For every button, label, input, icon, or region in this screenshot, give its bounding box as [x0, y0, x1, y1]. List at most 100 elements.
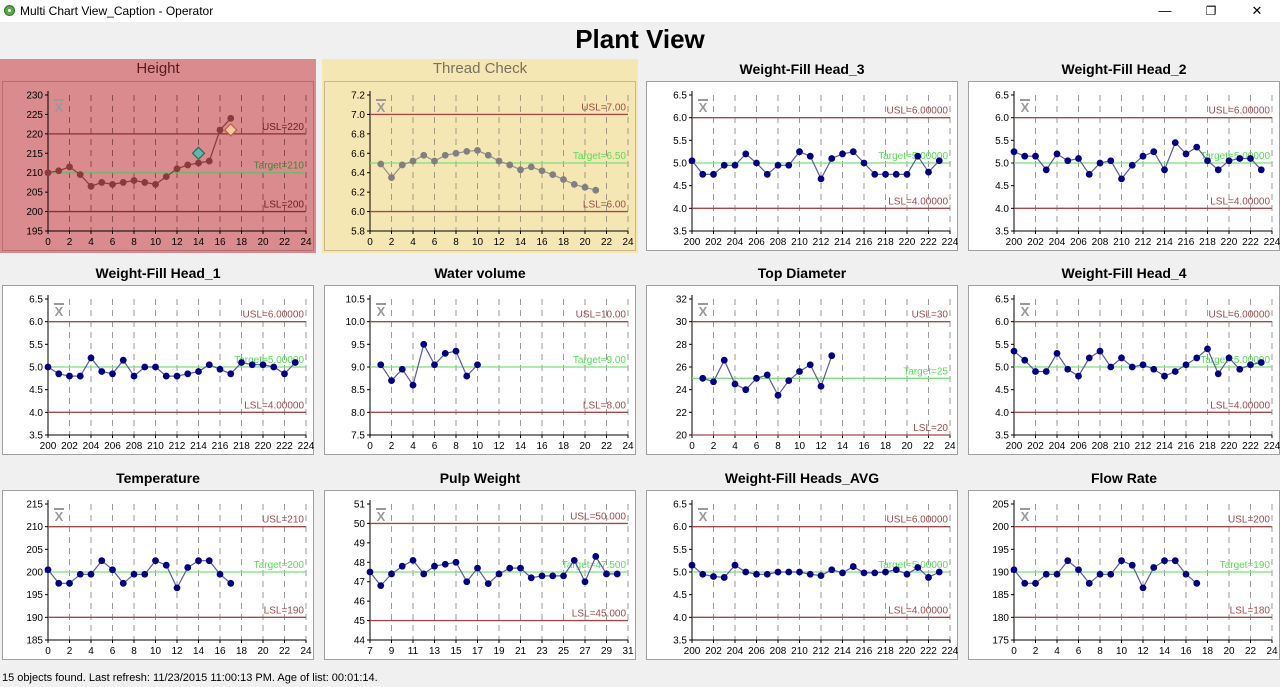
data-point[interactable] — [1075, 155, 1082, 162]
data-point[interactable] — [1193, 354, 1201, 362]
data-point[interactable] — [549, 572, 557, 580]
data-point[interactable] — [1128, 161, 1136, 169]
data-point[interactable] — [162, 372, 170, 380]
data-point[interactable] — [1139, 152, 1147, 160]
data-point[interactable] — [849, 563, 857, 570]
data-point[interactable] — [76, 372, 84, 380]
data-point[interactable] — [1021, 356, 1029, 364]
data-point[interactable] — [216, 126, 224, 134]
data-point[interactable] — [484, 151, 492, 159]
data-point[interactable] — [892, 170, 900, 178]
data-point[interactable] — [903, 570, 911, 578]
data-point[interactable] — [98, 179, 106, 186]
data-point[interactable] — [517, 564, 524, 572]
data-point[interactable] — [506, 161, 514, 169]
data-point[interactable] — [1032, 368, 1039, 375]
data-point[interactable] — [463, 372, 471, 380]
chart-panel-pulp-weight[interactable]: Pulp Weight 44 45 46 47 48 49 50 51 7 9 11 13 15 17 19 2… — [322, 468, 638, 662]
data-point[interactable] — [119, 356, 127, 364]
data-point[interactable] — [1096, 159, 1104, 167]
data-point[interactable] — [549, 171, 557, 179]
data-point[interactable] — [195, 557, 202, 565]
data-point[interactable] — [1053, 350, 1061, 357]
data-point[interactable] — [731, 161, 739, 169]
data-point[interactable] — [1064, 365, 1072, 373]
data-point[interactable] — [87, 182, 95, 190]
data-point[interactable] — [431, 361, 438, 369]
data-point[interactable] — [742, 386, 750, 394]
data-point[interactable] — [860, 569, 868, 577]
data-point[interactable] — [742, 150, 750, 158]
data-point[interactable] — [506, 564, 514, 572]
data-point[interactable] — [742, 568, 750, 576]
data-point[interactable] — [1247, 361, 1254, 369]
data-point[interactable] — [806, 152, 814, 160]
data-point[interactable] — [796, 148, 803, 156]
data-point[interactable] — [463, 578, 471, 586]
data-point[interactable] — [388, 174, 395, 181]
data-point[interactable] — [1032, 579, 1039, 587]
data-point[interactable] — [871, 170, 879, 178]
data-point[interactable] — [152, 557, 159, 565]
data-point[interactable] — [1182, 570, 1190, 578]
data-point[interactable] — [914, 152, 922, 160]
data-point[interactable] — [98, 368, 106, 375]
data-point[interactable] — [839, 569, 846, 577]
data-point[interactable] — [152, 180, 159, 188]
data-point[interactable] — [849, 148, 857, 156]
data-point[interactable] — [935, 157, 943, 165]
data-point[interactable] — [205, 557, 213, 565]
data-point[interactable] — [581, 183, 589, 191]
data-point[interactable] — [731, 561, 739, 569]
data-point[interactable] — [398, 562, 406, 570]
data-point[interactable] — [1171, 139, 1179, 146]
data-point[interactable] — [1042, 368, 1050, 375]
data-point[interactable] — [1064, 557, 1072, 565]
data-point[interactable] — [517, 166, 524, 174]
data-point[interactable] — [570, 556, 578, 564]
data-point[interactable] — [806, 361, 814, 369]
data-point[interactable] — [1204, 157, 1211, 165]
chart-panel-weight-fill-head-2[interactable]: Weight-Fill Head_2 3.5 4.0 4.5 5.0 5.5 6.0 6.5 2… — [966, 59, 1280, 253]
data-point[interactable] — [227, 579, 235, 587]
chart-panel-flow-rate[interactable]: Flow Rate 175 180 185 190 195 200 205 0 2 4 6 8 10 12 1… — [966, 468, 1280, 662]
data-point[interactable] — [1182, 361, 1190, 369]
data-point[interactable] — [1128, 561, 1136, 569]
data-point[interactable] — [484, 580, 492, 588]
data-point[interactable] — [495, 570, 503, 578]
data-point[interactable] — [195, 368, 202, 375]
data-point[interactable] — [205, 361, 213, 369]
data-point[interactable] — [141, 179, 149, 186]
data-point[interactable] — [184, 161, 192, 169]
data-point[interactable] — [688, 157, 696, 165]
data-point[interactable] — [1225, 157, 1233, 165]
data-point[interactable] — [259, 361, 267, 369]
data-point[interactable] — [1085, 579, 1093, 587]
data-point[interactable] — [527, 163, 535, 171]
data-point[interactable] — [882, 568, 889, 576]
data-point[interactable] — [55, 370, 63, 378]
data-point[interactable] — [87, 570, 95, 578]
data-point[interactable] — [1161, 166, 1168, 174]
data-point[interactable] — [731, 380, 739, 388]
data-point[interactable] — [119, 179, 127, 186]
data-point[interactable] — [141, 570, 149, 578]
data-point[interactable] — [173, 584, 181, 592]
data-point[interactable] — [774, 568, 782, 576]
data-point[interactable] — [1257, 359, 1265, 366]
data-point[interactable] — [720, 574, 728, 581]
data-point[interactable] — [44, 169, 52, 177]
data-point[interactable] — [1118, 175, 1125, 183]
data-point[interactable] — [452, 558, 460, 566]
data-point[interactable] — [903, 170, 911, 178]
data-point[interactable] — [935, 568, 943, 576]
data-point[interactable] — [860, 159, 868, 167]
data-point[interactable] — [925, 574, 932, 581]
data-point[interactable] — [1053, 150, 1061, 158]
data-point[interactable] — [785, 377, 793, 384]
data-point[interactable] — [538, 572, 546, 580]
data-point[interactable] — [581, 578, 589, 586]
data-point[interactable] — [420, 340, 428, 348]
data-point[interactable] — [76, 171, 84, 179]
data-point[interactable] — [603, 570, 610, 578]
